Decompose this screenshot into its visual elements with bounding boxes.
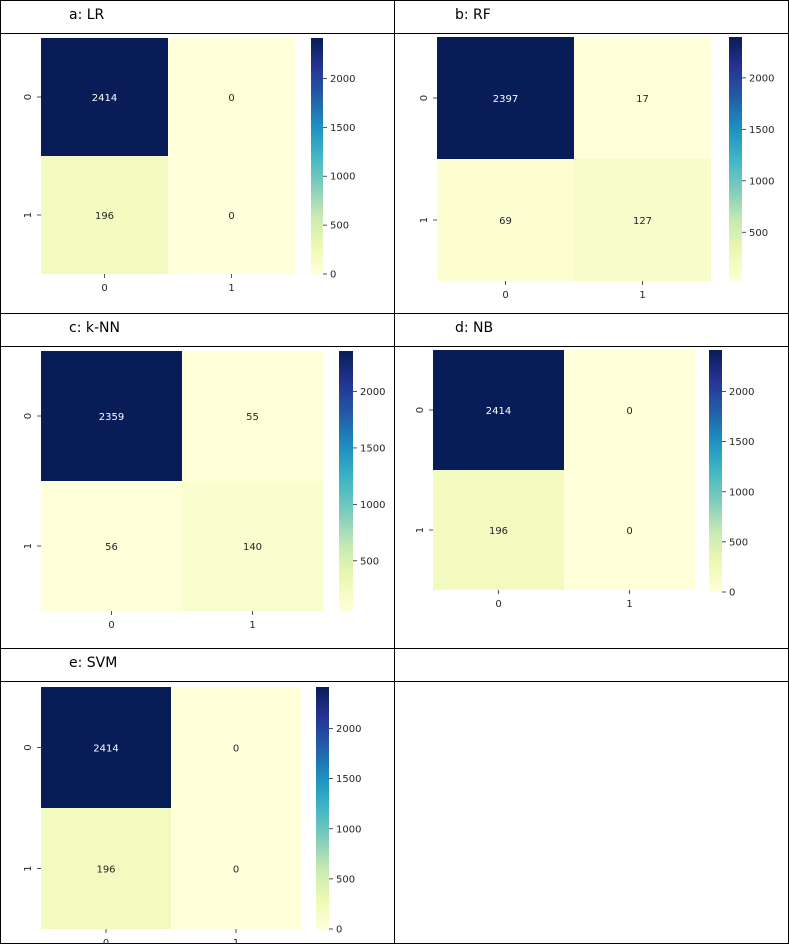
y-tick-label: 0 [415, 407, 426, 413]
panel-label-a: a: LR [69, 7, 105, 23]
heatmap-cell [41, 687, 171, 808]
cell-annotation: 55 [246, 412, 259, 423]
colorbar [316, 687, 329, 929]
heatmap-cell [41, 156, 168, 274]
colorbar-tick-label: 2000 [749, 73, 774, 84]
y-tick-label: 0 [23, 413, 34, 419]
x-tick-label: 0 [495, 599, 501, 610]
colorbar-tick-label: 0 [336, 925, 342, 936]
heatmap-cell [574, 37, 711, 159]
heatmap-cell [41, 808, 171, 929]
heatmap-panel-4: 2414 0 196 0 0 1 0 1 0 500 1000 1500 2000 [23, 687, 361, 944]
x-tick-label: 0 [502, 290, 508, 301]
colorbar-tick-label: 1000 [729, 487, 754, 498]
cell-annotation: 196 [96, 865, 115, 876]
colorbar-tick-label: 1000 [360, 500, 385, 511]
heatmap-cell [41, 481, 182, 611]
colorbar-tick-label: 1500 [360, 443, 385, 454]
colorbar-tick-label: 1500 [330, 123, 355, 134]
colorbar [729, 37, 742, 282]
panel-label-e: e: SVM [69, 655, 118, 671]
heatmap-cell [564, 470, 695, 590]
x-tick-label: 0 [101, 283, 107, 294]
y-tick-label: 0 [23, 94, 34, 100]
panel-label-d: d: NB [455, 320, 494, 336]
y-tick-label: 1 [23, 543, 34, 549]
heatmap-cell [182, 351, 323, 481]
colorbar-tick-label: 500 [749, 228, 768, 239]
y-tick-label: 1 [419, 217, 430, 223]
heatmap-cell [41, 38, 168, 156]
colorbar-tick-label: 1500 [336, 774, 361, 785]
colorbar-tick-label: 1000 [330, 172, 355, 183]
cell-annotation: 69 [499, 216, 512, 227]
y-tick-label: 0 [419, 95, 430, 101]
cell-annotation: 0 [233, 865, 239, 876]
heatmap-cell [437, 159, 574, 281]
heatmap-cell [171, 687, 301, 808]
cell-annotation: 0 [626, 406, 632, 417]
colorbar-tick-label: 1000 [749, 176, 774, 187]
cell-annotation: 140 [243, 542, 262, 553]
colorbar-tick-label: 0 [729, 588, 735, 599]
x-tick-label: 1 [639, 290, 645, 301]
heatmap-cell [433, 470, 564, 590]
colorbar-tick-label: 2000 [330, 74, 355, 85]
colorbar [709, 350, 722, 592]
panel-label-c: c: k-NN [69, 320, 120, 336]
heatmap-cell [182, 481, 323, 611]
colorbar-tick-label: 1500 [749, 125, 774, 136]
y-tick-label: 1 [23, 212, 34, 218]
heatmap-cell [564, 350, 695, 470]
cell-annotation: 0 [228, 93, 234, 104]
x-tick-label: 0 [103, 938, 109, 944]
cell-annotation: 196 [489, 526, 508, 537]
colorbar-tick-label: 500 [360, 556, 379, 567]
cell-annotation: 56 [105, 542, 118, 553]
x-tick-label: 1 [233, 938, 239, 944]
y-tick-label: 0 [23, 744, 34, 750]
cell-annotation: 2414 [93, 744, 118, 755]
heatmap-cell [171, 808, 301, 929]
heatmap-cell [168, 38, 295, 156]
colorbar-tick-label: 500 [729, 537, 748, 548]
x-tick-label: 1 [228, 283, 234, 294]
x-tick-label: 1 [249, 620, 255, 631]
heatmap-cell [168, 156, 295, 274]
colorbar [311, 38, 323, 274]
colorbar-tick-label: 2000 [729, 387, 754, 398]
colorbar-tick-label: 1500 [729, 437, 754, 448]
y-tick-label: 1 [23, 865, 34, 871]
x-tick-label: 1 [626, 599, 632, 610]
colorbar-tick-label: 500 [330, 221, 349, 232]
cell-annotation: 127 [633, 216, 652, 227]
heatmap-panel-3: 2414 0 196 0 0 1 0 1 0 500 1000 1500 2000 [415, 350, 754, 610]
cell-annotation: 0 [626, 526, 632, 537]
cell-annotation: 196 [95, 211, 114, 222]
cell-annotation: 2414 [92, 93, 117, 104]
colorbar-tick-label: 2000 [360, 387, 385, 398]
x-tick-label: 0 [108, 620, 114, 631]
heatmap-cell [574, 159, 711, 281]
heatmap-cell [41, 351, 182, 481]
heatmap-cell [433, 350, 564, 470]
cell-annotation: 0 [233, 744, 239, 755]
colorbar-tick-label: 0 [330, 270, 336, 281]
cell-annotation: 2397 [493, 94, 518, 105]
cell-annotation: 2414 [486, 406, 511, 417]
y-tick-label: 1 [415, 527, 426, 533]
heatmap-cell [437, 37, 574, 159]
cell-annotation: 17 [636, 94, 649, 105]
cell-annotation: 2359 [99, 412, 124, 423]
colorbar [339, 351, 353, 611]
panel-label-b: b: RF [455, 7, 491, 23]
cell-annotation: 0 [228, 211, 234, 222]
colorbar-tick-label: 1000 [336, 824, 361, 835]
colorbar-tick-label: 2000 [336, 724, 361, 735]
heatmap-panel-0: 2414 0 196 0 0 1 0 1 0 500 1000 1500 2000 [23, 38, 355, 294]
colorbar-tick-label: 500 [336, 874, 355, 885]
